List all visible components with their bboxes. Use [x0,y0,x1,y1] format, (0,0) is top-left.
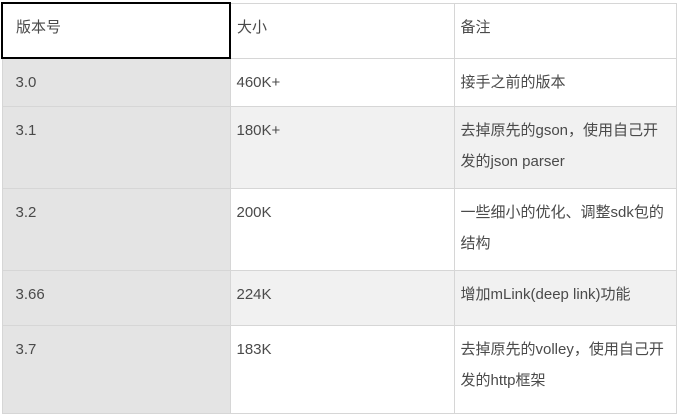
table-row: 3.2 200K 一些细小的优化、调整sdk包的结构 [1,188,677,271]
cell-size[interactable]: 460K+ [229,57,455,107]
column-header-version selected-cell[interactable]: 版本号 [1,2,231,59]
column-header-size[interactable]: 大小 [229,2,455,59]
cell-version[interactable]: 3.2 [1,188,231,271]
cell-size[interactable]: 183K [229,325,455,414]
cell-version[interactable]: 3.0 [1,57,231,107]
cell-note[interactable]: 去掉原先的volley，使用自己开发的http框架 [453,325,677,414]
table-row: 3.0 460K+ 接手之前的版本 [1,57,677,107]
cell-note[interactable]: 增加mLink(deep link)功能 [453,270,677,326]
cell-note[interactable]: 一些细小的优化、调整sdk包的结构 [453,188,677,271]
cell-version[interactable]: 3.66 [1,270,231,326]
header-row: 版本号 大小 备注 [1,2,677,59]
table-row: 3.7 183K 去掉原先的volley，使用自己开发的http框架 [1,325,677,414]
cell-size[interactable]: 180K+ [229,106,455,189]
table-row: 3.66 224K 增加mLink(deep link)功能 [1,270,677,326]
cell-version[interactable]: 3.1 [1,106,231,189]
cell-note[interactable]: 接手之前的版本 [453,57,677,107]
cell-note[interactable]: 去掉原先的gson，使用自己开发的json parser [453,106,677,189]
table-row: 3.1 180K+ 去掉原先的gson，使用自己开发的json parser [1,106,677,189]
cell-size[interactable]: 200K [229,188,455,271]
cell-version[interactable]: 3.7 [1,325,231,414]
cell-size[interactable]: 224K [229,270,455,326]
column-header-note[interactable]: 备注 [453,2,677,59]
